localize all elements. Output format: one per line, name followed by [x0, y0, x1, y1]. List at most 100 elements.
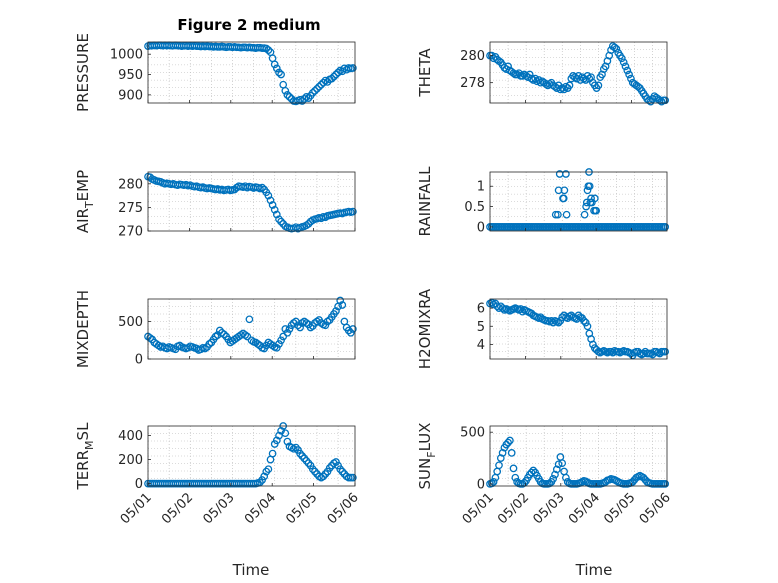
data-point: [300, 95, 309, 103]
data-point: [594, 81, 603, 90]
y-axis-label-subscript: M: [83, 440, 96, 450]
data-point: [283, 437, 292, 446]
y-axis-label-tail: EMP: [74, 170, 92, 201]
data-point: [617, 54, 626, 63]
y-tick-label: 0: [477, 477, 485, 492]
subplot-air: 270 275 280 AIRTEMP: [74, 170, 357, 240]
data-point: [243, 332, 252, 341]
data-point: [661, 480, 670, 488]
axes-box: [147, 171, 356, 232]
y-axis-label-main: MIXDEPTH: [74, 290, 92, 368]
y-axis-label: H2OMIXRA: [416, 288, 434, 369]
data-point: [487, 479, 496, 488]
data-point: [527, 468, 536, 477]
data-point: [260, 472, 269, 481]
data-point: [285, 93, 294, 101]
subplot-mixdepth: 0 500 MIXDEPTH: [74, 290, 357, 368]
data-point: [272, 343, 281, 352]
data-point: [619, 58, 628, 67]
axes-box: [147, 41, 356, 104]
x-axis-label-right: Time: [575, 561, 613, 579]
data-point: [272, 64, 281, 73]
y-tick-label: 400: [118, 429, 143, 444]
figure-title: Figure 2 medium: [177, 16, 320, 34]
y-axis-label: SUNFLUX: [416, 423, 438, 490]
data-point: [551, 210, 560, 219]
data-point: [558, 84, 567, 92]
data-point: [509, 69, 518, 78]
data-point: [560, 186, 569, 195]
data-point: [580, 316, 588, 325]
data-point: [281, 429, 290, 438]
y-tick-label: 275: [118, 201, 143, 216]
y-axis-label: PRESSURE: [74, 33, 92, 112]
y-tick-label: 4: [477, 338, 485, 353]
y-axis-label: THETA: [416, 48, 434, 98]
data-point: [627, 74, 635, 83]
data-point: [332, 307, 340, 315]
data-point: [572, 315, 581, 323]
y-tick-label: 900: [118, 88, 143, 103]
data-point: [612, 44, 621, 53]
y-tick-label: 280: [118, 177, 143, 192]
y-tick-label: 1: [477, 180, 485, 195]
axes-box: [147, 298, 356, 360]
data-point: [344, 326, 353, 335]
data-point: [661, 223, 670, 231]
data-point: [645, 96, 653, 105]
data-point: [562, 473, 570, 482]
y-tick-label: 950: [118, 68, 143, 83]
data-point: [264, 46, 273, 54]
y-axis-label-tail: LUX: [416, 423, 434, 452]
data-point: [536, 78, 545, 87]
data-point: [623, 66, 632, 75]
subplot-rainfall: 0 0.5 1 RAINFALL: [416, 166, 670, 236]
data-point: [562, 210, 571, 219]
y-axis-label-main: PRESSURE: [74, 33, 92, 112]
data-point: [294, 321, 302, 330]
data-point: [349, 64, 357, 72]
data-point: [657, 97, 666, 106]
y-tick-label: 1000: [110, 48, 143, 63]
subplot-theta: 278 280 THETA: [416, 41, 670, 106]
data-point: [610, 43, 619, 52]
y-tick-label: 0: [135, 477, 143, 492]
data-point: [272, 210, 281, 219]
data-point: [552, 465, 561, 474]
data-point: [506, 436, 514, 445]
data-point: [549, 474, 558, 483]
y-tick-label: 278: [460, 76, 485, 91]
data-point: [661, 347, 670, 356]
data-point: [277, 217, 285, 226]
data-point: [580, 210, 589, 219]
data-point: [559, 194, 568, 203]
y-tick-label: 0: [135, 353, 143, 368]
data-point: [495, 461, 503, 470]
y-tick-label: 280: [460, 49, 485, 64]
data-point: [275, 431, 283, 440]
data-point: [349, 207, 357, 216]
data-point: [621, 62, 630, 71]
y-axis-label: MIXDEPTH: [74, 290, 92, 368]
data-point: [266, 196, 275, 205]
data-point: [268, 449, 277, 458]
data-point: [582, 202, 590, 211]
data-point: [511, 473, 520, 482]
data-point: [558, 459, 567, 468]
subplot-h2omixra: 4 5 6 H2OMIXRA: [416, 288, 670, 369]
data-point: [304, 220, 313, 228]
data-point: [268, 201, 277, 209]
data-point: [298, 97, 307, 105]
y-tick-label: 6: [477, 302, 485, 317]
data-point: [313, 84, 321, 93]
y-axis-label: AIRTEMP: [74, 170, 96, 233]
data-point: [625, 70, 633, 79]
data-point: [315, 82, 323, 91]
data-point: [661, 96, 670, 105]
data-point: [336, 296, 345, 305]
data-point: [334, 68, 342, 77]
data-point: [551, 470, 559, 479]
data-point: [349, 325, 357, 333]
data-point: [558, 313, 567, 322]
